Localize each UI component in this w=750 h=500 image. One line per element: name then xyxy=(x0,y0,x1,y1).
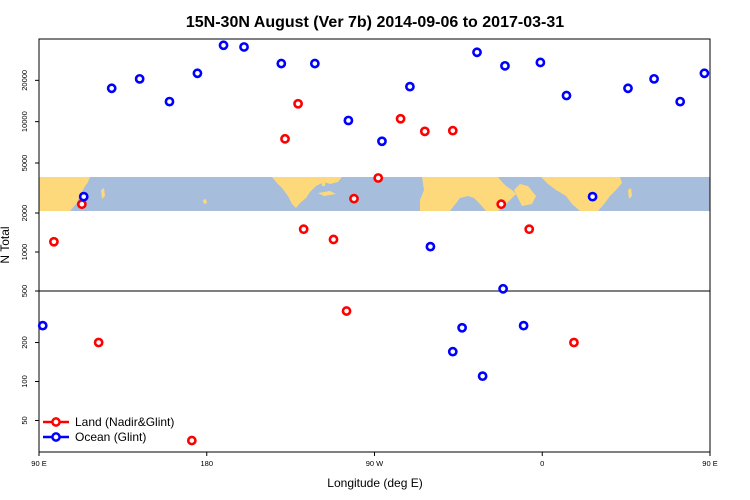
x-tick-label: 180 xyxy=(200,459,213,468)
ocean-point xyxy=(535,57,546,68)
land-point xyxy=(76,199,87,210)
ocean-point xyxy=(623,83,633,94)
map-land-india xyxy=(541,177,622,211)
y-tick-label: 2000 xyxy=(20,205,29,222)
y-axis: 50 100 200 500 1000 2000 5000 10000 20000 xyxy=(20,70,39,425)
x-tick-label: 0 xyxy=(540,459,544,468)
y-tick-label: 5000 xyxy=(20,155,29,172)
ocean-point xyxy=(276,58,287,69)
y-tick-label: 10000 xyxy=(20,111,29,132)
land-point xyxy=(349,193,359,204)
map-land-africa-asia xyxy=(420,177,516,211)
ocean-point xyxy=(425,241,436,252)
land-point xyxy=(341,306,352,316)
map-land-north-america xyxy=(272,177,342,208)
y-tick-label: 50 xyxy=(20,416,29,424)
y-tick-label: 1000 xyxy=(20,244,29,261)
data-points xyxy=(37,40,710,446)
ocean-point xyxy=(587,191,598,202)
y-tick-label: 100 xyxy=(20,375,29,388)
chart-title: 15N-30N August (Ver 7b) 2014-09-06 to 20… xyxy=(186,14,564,31)
legend-marker-land xyxy=(51,417,61,427)
ocean-point xyxy=(309,58,320,69)
land-point xyxy=(298,224,309,235)
map-land-taiwan-east xyxy=(628,188,632,199)
ocean-point xyxy=(405,81,415,92)
y-tick-label: 20000 xyxy=(20,70,29,91)
land-point xyxy=(373,173,384,183)
map-land-florida xyxy=(321,177,326,186)
ocean-point xyxy=(37,320,48,331)
map-land-asia-west xyxy=(39,177,90,211)
land-point xyxy=(293,98,303,109)
map-land-arabia xyxy=(514,184,536,206)
y-tick-label: 500 xyxy=(20,285,29,298)
map-land-taiwan xyxy=(101,188,105,199)
ocean-point xyxy=(457,322,468,333)
ocean-point xyxy=(447,346,458,357)
ocean-point xyxy=(699,68,710,79)
land-point xyxy=(280,133,290,144)
ocean-point xyxy=(649,73,659,84)
ocean-point xyxy=(500,60,510,71)
ocean-point xyxy=(218,40,229,51)
legend-marker-ocean xyxy=(51,432,61,442)
land-point xyxy=(186,435,197,446)
ocean-point xyxy=(561,90,572,101)
map-land-hawaii xyxy=(203,199,207,204)
land-point xyxy=(496,199,507,210)
ocean-point xyxy=(343,115,354,126)
ocean-point xyxy=(477,371,488,382)
x-axis-label: Longitude (deg E) xyxy=(327,476,422,490)
map-land-cuba xyxy=(318,191,336,196)
land-point xyxy=(569,337,579,348)
legend: Land (Nadir&Glint) Ocean (Glint) xyxy=(43,415,174,444)
y-axis-label: N Total xyxy=(0,226,12,263)
land-point xyxy=(419,126,430,137)
x-tick-label: 90 E xyxy=(702,459,717,468)
land-point xyxy=(395,113,406,124)
ocean-point xyxy=(377,136,387,147)
land-point xyxy=(447,125,458,136)
land-point xyxy=(328,234,339,245)
x-tick-label: 90 E xyxy=(31,459,46,468)
ocean-point xyxy=(164,96,175,107)
x-axis: 90 E 180 90 W 0 90 E xyxy=(31,452,718,468)
ocean-point xyxy=(134,73,145,84)
land-point xyxy=(93,337,104,348)
y-tick-label: 200 xyxy=(20,336,29,349)
map-strip xyxy=(39,177,710,211)
ocean-point xyxy=(78,191,89,202)
legend-label-land: Land (Nadir&Glint) xyxy=(75,415,174,429)
ocean-point xyxy=(192,68,203,79)
ocean-point xyxy=(498,283,509,294)
ocean-point xyxy=(472,47,482,58)
land-point xyxy=(49,236,59,247)
ocean-point xyxy=(675,96,686,107)
land-point xyxy=(524,224,535,235)
ocean-point xyxy=(518,320,529,331)
legend-label-ocean: Ocean (Glint) xyxy=(75,430,146,444)
ocean-point xyxy=(106,83,117,94)
ocean-point xyxy=(239,42,249,52)
x-tick-label: 90 W xyxy=(366,459,384,468)
